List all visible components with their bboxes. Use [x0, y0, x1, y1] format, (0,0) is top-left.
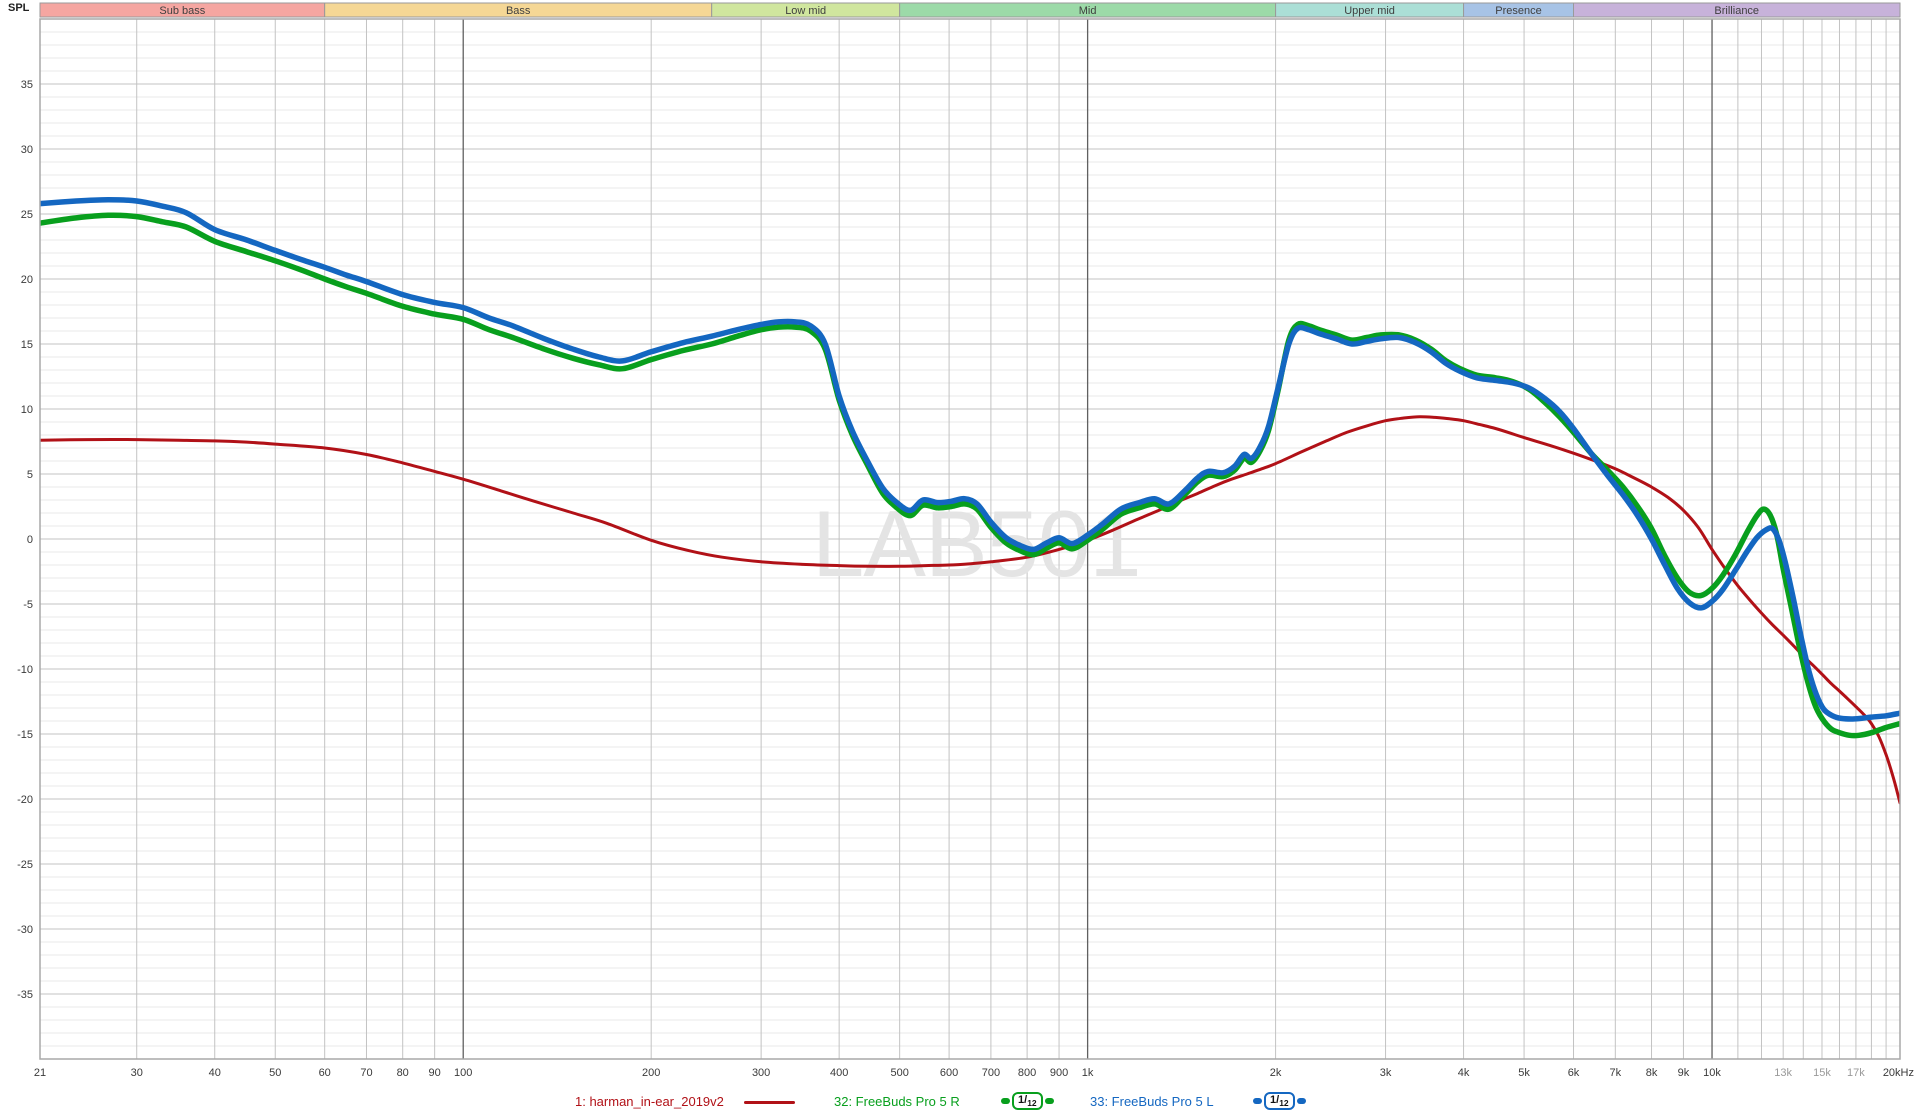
- gridlines: [40, 19, 1901, 1059]
- x-tick-label: 21: [34, 1067, 46, 1079]
- x-tick-label: 30: [131, 1067, 143, 1079]
- x-tick-label: 40: [209, 1067, 221, 1079]
- x-tick-label: 300: [752, 1067, 770, 1079]
- x-tick-label: 10k: [1703, 1067, 1721, 1079]
- smoothing-pill-icon: [1044, 1098, 1054, 1104]
- smoothing-badge-freebuds-l[interactable]: 1 / 12: [1253, 1092, 1306, 1110]
- x-tick-label: 400: [830, 1067, 848, 1079]
- curve-33-freebuds-pro-5-l[interactable]: [40, 196, 1900, 722]
- y-axis-unit-label: SPL: [8, 2, 30, 14]
- x-tick-label: 17k: [1847, 1067, 1865, 1079]
- smoothing-value-box: 1 / 12: [1012, 1092, 1043, 1110]
- x-tick-label: 200: [642, 1067, 660, 1079]
- x-tick-label: 2k: [1270, 1067, 1282, 1079]
- y-tick-label: -15: [17, 729, 33, 741]
- curve-1-harman-in-ear-2019v2[interactable]: [40, 415, 1900, 805]
- x-tick-label: 90: [429, 1067, 441, 1079]
- x-tick-label: 50: [269, 1067, 281, 1079]
- band-label: Mid: [1079, 5, 1097, 17]
- y-tick-label: -20: [17, 794, 33, 806]
- x-tick-label: 700: [982, 1067, 1000, 1079]
- legend-label-harman-target[interactable]: 1: harman_in-ear_2019v2: [575, 1094, 724, 1109]
- y-tick-label: 0: [27, 534, 33, 546]
- y-tick-label: -5: [23, 599, 33, 611]
- smoothing-denominator: 12: [1027, 1098, 1037, 1108]
- y-tick-label: 30: [21, 144, 33, 156]
- x-tick-label: 13k: [1774, 1067, 1792, 1079]
- x-tick-label: 20kHz: [1883, 1067, 1914, 1079]
- x-tick-label: 800: [1018, 1067, 1036, 1079]
- curve-32-freebuds-pro-5-r[interactable]: [40, 212, 1900, 739]
- legend-line-swatch-harman[interactable]: [744, 1101, 795, 1104]
- smoothing-slash: /: [1276, 1094, 1280, 1106]
- band-label: Presence: [1495, 5, 1541, 17]
- x-tick-label: 4k: [1458, 1067, 1470, 1079]
- x-tick-label: 9k: [1678, 1067, 1690, 1079]
- smoothing-badge-freebuds-r[interactable]: 1 / 12: [1001, 1092, 1054, 1110]
- legend: 1: harman_in-ear_2019v2 32: FreeBuds Pro…: [0, 1087, 1920, 1114]
- band-label: Low mid: [785, 5, 826, 17]
- x-tick-label: 8k: [1646, 1067, 1658, 1079]
- y-tick-label: 25: [21, 209, 33, 221]
- x-axis-labels: 21 30 40 50 60 70 80 90 100 200 300 400 500 600 700 800…: [34, 1067, 1914, 1079]
- y-tick-label: -30: [17, 924, 33, 936]
- x-tick-label: 6k: [1568, 1067, 1580, 1079]
- x-tick-label: 7k: [1609, 1067, 1621, 1079]
- smoothing-pill-icon: [1296, 1098, 1306, 1104]
- band-label: Bass: [506, 5, 531, 17]
- x-tick-label: 100: [454, 1067, 472, 1079]
- y-tick-label: 20: [21, 274, 33, 286]
- x-tick-label: 70: [360, 1067, 372, 1079]
- smoothing-pill-icon: [1253, 1098, 1262, 1104]
- y-tick-label: -35: [17, 989, 33, 1001]
- x-tick-label: 60: [319, 1067, 331, 1079]
- smoothing-slash: /: [1024, 1094, 1028, 1106]
- band-label: Brilliance: [1714, 5, 1759, 17]
- band-label: Sub bass: [159, 5, 205, 17]
- y-tick-label: 5: [27, 469, 33, 481]
- smoothing-value-box: 1 / 12: [1264, 1092, 1295, 1110]
- smoothing-numerator: 1: [1018, 1094, 1025, 1106]
- x-tick-label: 80: [397, 1067, 409, 1079]
- legend-label-freebuds-r[interactable]: 32: FreeBuds Pro 5 R: [834, 1094, 960, 1109]
- x-tick-label: 15k: [1813, 1067, 1831, 1079]
- band-segment: [1573, 2, 1901, 18]
- smoothing-denominator: 12: [1279, 1098, 1289, 1108]
- plot-border: [39, 18, 1901, 1060]
- y-tick-label: 35: [21, 79, 33, 91]
- smoothing-pill-icon: [1001, 1098, 1010, 1104]
- y-tick-label: 15: [21, 339, 33, 351]
- y-tick-label: 10: [21, 404, 33, 416]
- x-tick-label: 3k: [1380, 1067, 1392, 1079]
- x-tick-label: 900: [1050, 1067, 1068, 1079]
- band-header-bar: Sub bass Bass Low mid Mid Upper mid Presence B…: [39, 2, 1901, 18]
- y-axis-labels: 35 30 25 20 15 10 5 0 -5 -10 -15 -20 -25 -30 -35: [17, 79, 33, 1001]
- x-tick-label: 500: [890, 1067, 908, 1079]
- smoothing-numerator: 1: [1270, 1094, 1277, 1106]
- y-tick-label: -25: [17, 859, 33, 871]
- measurement-curves: [40, 196, 1900, 805]
- x-tick-label: 5k: [1518, 1067, 1530, 1079]
- y-tick-label: -10: [17, 664, 33, 676]
- x-tick-label: 600: [940, 1067, 958, 1079]
- x-tick-label: 1k: [1082, 1067, 1094, 1079]
- band-label: Upper mid: [1344, 5, 1395, 17]
- legend-label-freebuds-l[interactable]: 33: FreeBuds Pro 5 L: [1090, 1094, 1214, 1109]
